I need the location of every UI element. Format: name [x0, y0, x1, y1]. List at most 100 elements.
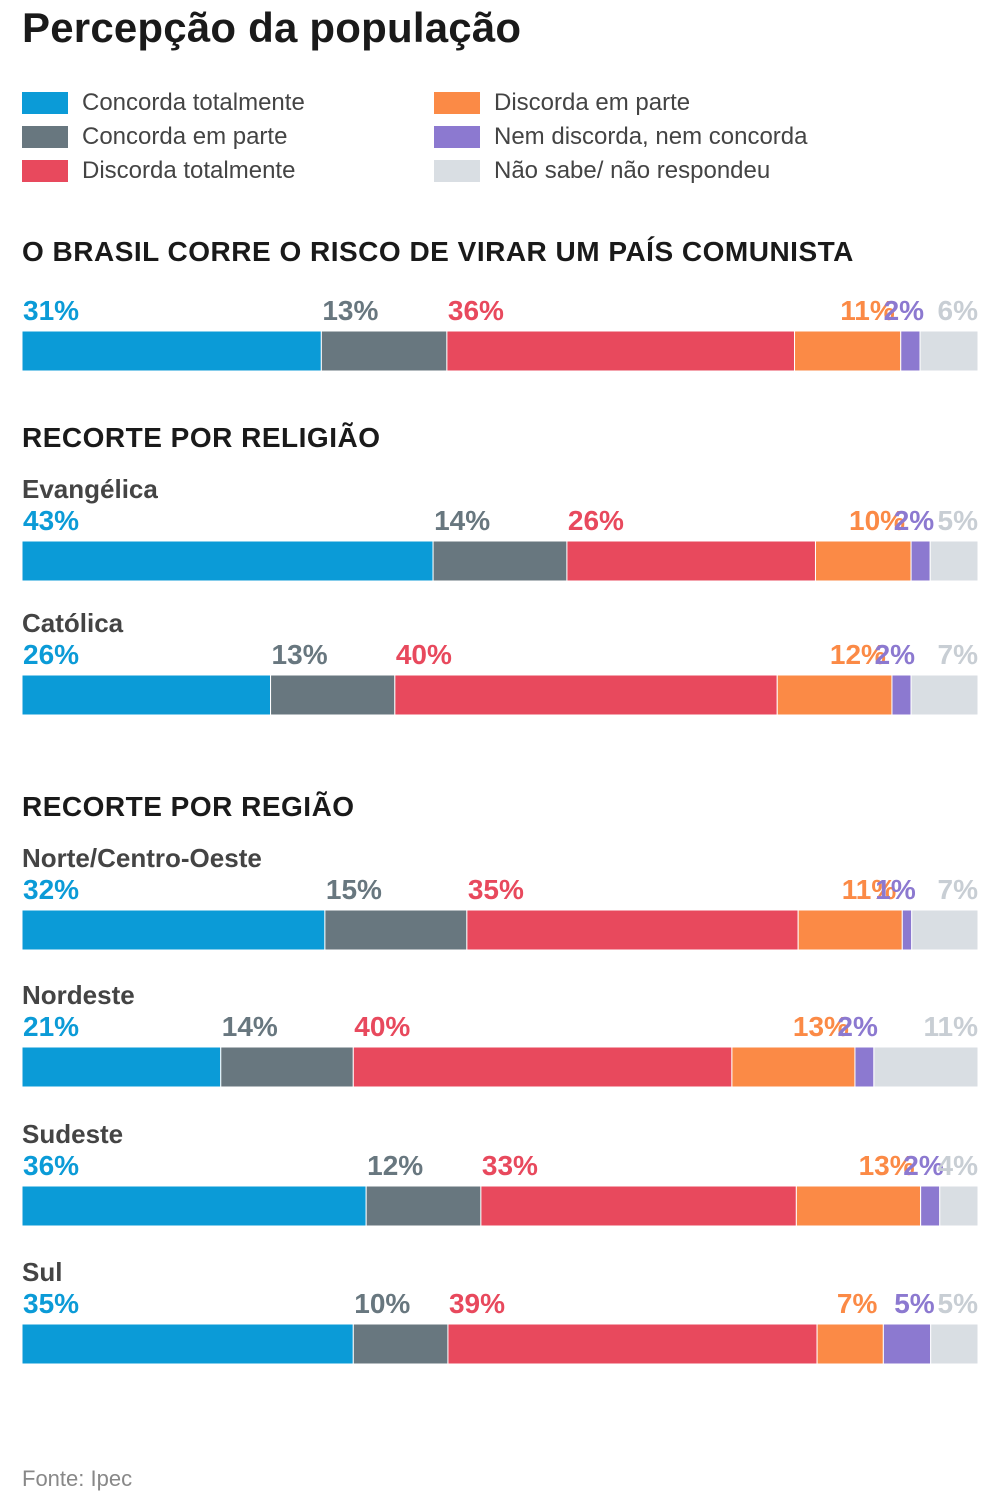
bar-segment: [21, 1046, 222, 1088]
legend-label: Discorda totalmente: [82, 157, 296, 184]
bar-segment: [466, 909, 799, 951]
bar-value-label: 7%: [938, 639, 979, 670]
bar-segment: [797, 909, 903, 951]
legend-item: Discorda em parte: [434, 86, 690, 120]
bar-value-label: 26%: [568, 505, 624, 536]
legend-item: Concorda em parte: [22, 120, 287, 154]
bar-value-label: 2%: [875, 639, 916, 670]
bar-segment: [816, 1323, 884, 1365]
page-title: Percepção da população: [22, 4, 522, 51]
bar-value-label: 13%: [272, 639, 328, 670]
bar-value-label: 35%: [23, 1288, 79, 1319]
group-label: Nordeste: [22, 980, 135, 1010]
legend-label: Concorda totalmente: [82, 89, 305, 116]
bar-value-label: 13%: [859, 1150, 915, 1181]
bar-value-label: 36%: [23, 1150, 79, 1181]
bar-segment: [920, 1185, 941, 1227]
bar-segment: [930, 1323, 979, 1365]
legend-item: Discorda totalmente: [22, 154, 295, 188]
bar-value-label: 2%: [903, 1150, 944, 1181]
bar-value-label: 21%: [23, 1011, 79, 1042]
legend-swatch: [22, 92, 68, 114]
bar-value-label: 5%: [938, 505, 979, 536]
stacked-bar-chart: 31% 13% 36% 11%2% 6%: [21, 295, 979, 372]
chart-block-evangelica: Evangélica 43% 14% 26% 10% 2% 5%: [0, 474, 1000, 604]
bar-segment: [352, 1323, 449, 1365]
bar-value-label: 10%: [354, 1288, 410, 1319]
bar-value-label: 7%: [837, 1288, 878, 1319]
bar-value-label: 11%: [924, 1011, 979, 1042]
bar-segment: [794, 330, 902, 372]
stacked-bar-chart: 36% 12% 33% 13%2%4%: [21, 1150, 979, 1227]
bar-segment: [324, 909, 468, 951]
bar-segment: [929, 540, 979, 582]
bar-value-label: 5%: [894, 1288, 935, 1319]
bar-segment: [394, 674, 778, 716]
bar-value-label: 31%: [23, 295, 79, 326]
bar-value-label: 33%: [482, 1150, 538, 1181]
bar-value-label: 40%: [396, 639, 452, 670]
bar-segment: [891, 674, 912, 716]
bar-segment: [939, 1185, 979, 1227]
section-title-region: RECORTE POR REGIÃO: [22, 791, 355, 822]
bar-value-label: 5%: [938, 1288, 979, 1319]
bar-value-label: 15%: [326, 874, 382, 905]
bar-segment: [901, 909, 913, 951]
bar-value-label: 2%: [884, 295, 925, 326]
chart-block-overall: 31% 13% 36% 11% 2% 6%: [0, 278, 1000, 408]
bar-segment: [566, 540, 816, 582]
group-label: Católica: [22, 608, 124, 638]
section-title-religion: RECORTE POR RELIGIÃO: [22, 422, 381, 453]
bar-segment: [21, 540, 434, 582]
bar-segment: [911, 909, 979, 951]
bar-segment: [795, 1185, 922, 1227]
bar-value-label: 2%: [894, 505, 935, 536]
bar-segment: [731, 1046, 856, 1088]
bar-value-label: 2%: [837, 1011, 878, 1042]
legend-swatch: [22, 160, 68, 182]
legend-swatch: [434, 160, 480, 182]
bar-segment: [919, 330, 979, 372]
bar-segment: [352, 1046, 733, 1088]
legend-swatch: [22, 126, 68, 148]
legend-item: Concorda totalmente: [22, 86, 305, 120]
bar-segment: [432, 540, 568, 582]
bar-value-label: 36%: [448, 295, 504, 326]
chart-block-sudeste: Sudeste 36% 12% 33% 13% 2% 4%: [0, 1119, 1000, 1249]
legend-swatch: [434, 92, 480, 114]
legend-item: Nem discorda, nem concorda: [434, 120, 807, 154]
bar-value-label: 40%: [354, 1011, 410, 1042]
bar-segment: [21, 909, 326, 951]
bar-segment: [21, 674, 272, 716]
section-title-question: O BRASIL CORRE O RISCO DE VIRAR UM PAÍS …: [22, 236, 854, 267]
bar-value-label: 10%: [849, 505, 905, 536]
bar-segment: [910, 674, 979, 716]
group-label: Evangélica: [22, 474, 158, 504]
bar-value-label: 14%: [434, 505, 490, 536]
bar-value-label: 7%: [938, 874, 979, 905]
chart-block-nordeste: Nordeste 21% 14% 40% 13% 2% 11%: [0, 980, 1000, 1110]
bar-value-label: 11%: [840, 295, 895, 326]
bar-segment: [814, 540, 912, 582]
bar-segment: [270, 674, 396, 716]
bar-segment: [446, 330, 796, 372]
bar-value-label: 13%: [793, 1011, 849, 1042]
bar-segment: [910, 540, 931, 582]
bar-segment: [854, 1046, 875, 1088]
stacked-bar-chart: 43% 14% 26% 10%2% 5%: [21, 505, 979, 582]
chart-block-norte-centro-oeste: Norte/Centro-Oeste 32% 15% 35% 11% 1% 7%: [0, 843, 1000, 973]
bar-value-label: 6%: [938, 295, 979, 326]
bar-value-label: 43%: [23, 505, 79, 536]
bar-segment: [900, 330, 921, 372]
legend-label: Discorda em parte: [494, 89, 691, 116]
bar-segment: [873, 1046, 979, 1088]
legend-label: Concorda em parte: [82, 123, 288, 150]
group-label: Sul: [22, 1257, 63, 1287]
bar-segment: [776, 674, 893, 716]
bar-segment: [480, 1185, 797, 1227]
stacked-bar-chart: 35% 10% 39% 7% 5% 5%: [21, 1288, 979, 1365]
legend-label: Não sabe/ não respondeu: [494, 157, 771, 184]
bar-value-label: 26%: [23, 639, 79, 670]
chart-block-sul: Sul 35% 10% 39% 7% 5% 5%: [0, 1257, 1000, 1387]
bar-value-label: 12%: [367, 1150, 423, 1181]
